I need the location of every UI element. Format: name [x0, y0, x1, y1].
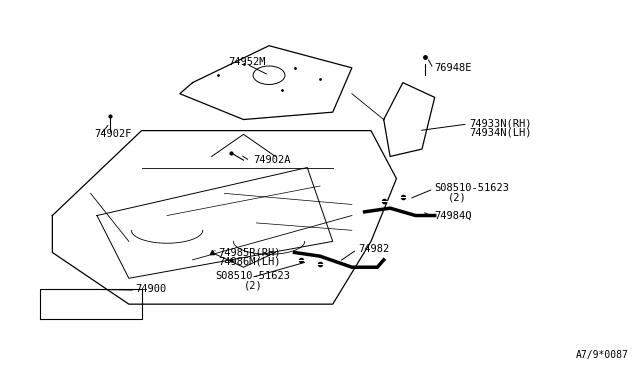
Text: (2): (2): [447, 192, 466, 202]
Text: 74986M(LH): 74986M(LH): [218, 257, 280, 267]
Text: 76948E: 76948E: [435, 63, 472, 73]
Text: S08510-51623: S08510-51623: [216, 272, 291, 282]
Text: (2): (2): [244, 281, 262, 291]
Text: 74982: 74982: [358, 244, 390, 254]
Text: A7/9*0087: A7/9*0087: [576, 350, 629, 359]
Text: 74902A: 74902A: [253, 155, 291, 165]
Text: 74985R(RH): 74985R(RH): [218, 247, 280, 257]
Text: 74933N(RH): 74933N(RH): [470, 118, 532, 128]
Text: 74900: 74900: [135, 284, 166, 294]
Text: 74902F: 74902F: [94, 129, 131, 139]
Text: S08510-51623: S08510-51623: [435, 183, 509, 193]
Text: 74984Q: 74984Q: [435, 211, 472, 221]
Text: 74934N(LH): 74934N(LH): [470, 128, 532, 138]
Text: 74952M: 74952M: [228, 57, 266, 67]
